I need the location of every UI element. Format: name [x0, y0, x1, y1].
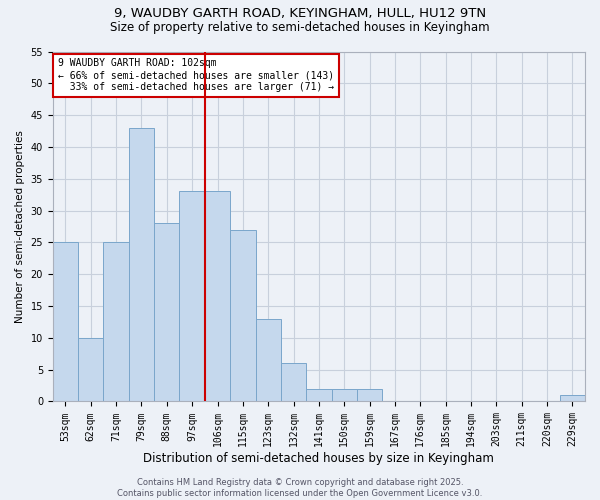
Bar [306, 388, 332, 402]
Text: Contains HM Land Registry data © Crown copyright and database right 2025.
Contai: Contains HM Land Registry data © Crown c… [118, 478, 482, 498]
X-axis label: Distribution of semi-detached houses by size in Keyingham: Distribution of semi-detached houses by … [143, 452, 494, 465]
Text: 9 WAUDBY GARTH ROAD: 102sqm
← 66% of semi-detached houses are smaller (143)
  33: 9 WAUDBY GARTH ROAD: 102sqm ← 66% of sem… [58, 58, 334, 92]
Bar [332, 388, 357, 402]
Bar [179, 192, 205, 402]
Bar [560, 395, 585, 402]
Bar [78, 338, 103, 402]
Bar [357, 388, 382, 402]
Bar [103, 242, 129, 402]
Bar [205, 192, 230, 402]
Bar [154, 224, 179, 402]
Bar [53, 242, 78, 402]
Text: 9, WAUDBY GARTH ROAD, KEYINGHAM, HULL, HU12 9TN: 9, WAUDBY GARTH ROAD, KEYINGHAM, HULL, H… [114, 8, 486, 20]
Bar [230, 230, 256, 402]
Bar [256, 319, 281, 402]
Bar [281, 364, 306, 402]
Text: Size of property relative to semi-detached houses in Keyingham: Size of property relative to semi-detach… [110, 21, 490, 34]
Y-axis label: Number of semi-detached properties: Number of semi-detached properties [15, 130, 25, 323]
Bar [129, 128, 154, 402]
